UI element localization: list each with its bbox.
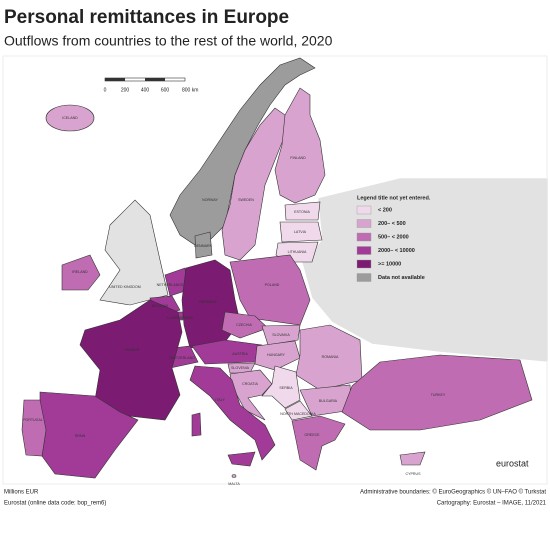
countries (21, 57, 533, 479)
footer-right: Administrative boundaries: © EuroGeograp… (360, 489, 546, 496)
legend-swatch (356, 205, 372, 215)
country-label: CYPRUS (406, 472, 422, 476)
scale-label: 800 km (182, 87, 198, 93)
footer-left: Millions EUR (4, 490, 39, 496)
country-shape (229, 254, 311, 326)
country-shape (295, 324, 363, 391)
country-label: SLOVENIA (231, 366, 250, 370)
country-shape (169, 57, 316, 246)
country-label: SLOVAKIA (272, 333, 290, 337)
legend-label: 200– < 500 (378, 221, 406, 227)
country-label: SERBIA (279, 386, 293, 390)
country-label: CZECHIA (236, 323, 252, 327)
country-label: GREECE (304, 433, 320, 437)
country-shape (99, 199, 169, 306)
country-label: AUSTRIA (232, 352, 248, 356)
legend-swatch (356, 273, 372, 282)
legend-label: Data not available (378, 275, 425, 281)
scale-label: 0 (104, 87, 107, 93)
footer-left: Eurostat (online data code: bop_rem6) (4, 501, 106, 507)
country-shape (221, 107, 286, 261)
country-labels: ICELAND NORWAY SWEDEN FINLAND ESTONIA LA… (23, 116, 446, 486)
country-label: LUXEMBOURG (167, 316, 193, 320)
country-shape (231, 474, 237, 478)
legend-swatch (356, 246, 372, 255)
country-shape (291, 415, 346, 471)
country-label: BELGIUM (152, 304, 168, 308)
country-label: GERMANY (199, 300, 218, 304)
scale-label: 600 (161, 87, 170, 93)
logo-text: eurostat (496, 458, 529, 468)
country-label: ROMANIA (322, 355, 339, 359)
legend-title: Legend title not yet entered. (357, 195, 431, 201)
country-label: TURKEY (431, 393, 446, 397)
country-label: BULGARIA (319, 399, 338, 403)
country-shape (254, 340, 301, 371)
country-label: ESTONIA (294, 210, 310, 214)
country-label: DENMARK (194, 244, 213, 248)
legend-swatch (356, 219, 372, 228)
country-shape (227, 451, 256, 467)
country-label: SWITZERLAND (169, 356, 195, 360)
country-label: MALTA (228, 482, 240, 486)
country-label: SWEDEN (238, 198, 254, 202)
country-shape (399, 451, 426, 466)
country-label: LATVIA (294, 230, 307, 234)
country-label: NORTH MACEDONIA (280, 412, 316, 416)
scale-bar-segment (105, 78, 125, 81)
country-shape (21, 399, 47, 457)
legend-label: 2000– < 10000 (378, 248, 415, 254)
country-shape (284, 400, 313, 421)
country-label: LITHUANIA (288, 250, 307, 254)
legend-label: < 200 (378, 207, 392, 213)
scale-bar-segment (145, 78, 165, 81)
legend-label: 500– < 2000 (378, 234, 409, 240)
country-label: FRANCE (125, 348, 140, 352)
country-label: POLAND (265, 283, 280, 287)
country-shape (61, 254, 101, 291)
country-shape (189, 365, 276, 461)
legend-swatch (356, 259, 372, 269)
country-label: HUNGARY (267, 353, 286, 357)
country-shape (284, 201, 321, 221)
country-label: SPAIN (75, 434, 86, 438)
country-shape (45, 104, 95, 132)
legend: Legend title not yet entered. < 200 200– … (356, 195, 431, 282)
country-label: NETHERLANDS (157, 283, 184, 287)
country-label: IRELAND (72, 270, 88, 274)
logo-box (492, 455, 546, 472)
country-label: UNITED KINGDOM (109, 285, 141, 289)
scale-label: 200 (121, 87, 130, 93)
footer-right: Cartography: Eurostat – IMAGE, 11/2021 (437, 501, 547, 507)
country-label: PORTUGAL (23, 418, 43, 422)
title: Personal remittances in Europe (4, 7, 289, 28)
country-label: NORWAY (202, 198, 218, 202)
country-shape (261, 324, 301, 346)
country-shape (341, 354, 533, 431)
country-label: ICELAND (62, 116, 78, 120)
country-shape (261, 365, 301, 409)
country-shape (279, 221, 323, 243)
country-shape (79, 299, 183, 421)
country-label: ITALY (215, 398, 225, 402)
country-shape (221, 311, 269, 339)
legend-swatch (356, 232, 372, 242)
country-shape (191, 412, 202, 437)
scale-bar: 0 200 400 600 800 km (104, 77, 198, 93)
legend-label: >= 10000 (378, 261, 401, 267)
country-shape (274, 87, 326, 204)
country-label: FINLAND (290, 156, 306, 160)
subtitle: Outflows from countries to the rest of t… (4, 33, 333, 49)
logo: eurostat (492, 455, 546, 472)
country-label: CROATIA (242, 382, 258, 386)
scale-label: 400 (141, 87, 150, 93)
country-shape (194, 231, 213, 259)
